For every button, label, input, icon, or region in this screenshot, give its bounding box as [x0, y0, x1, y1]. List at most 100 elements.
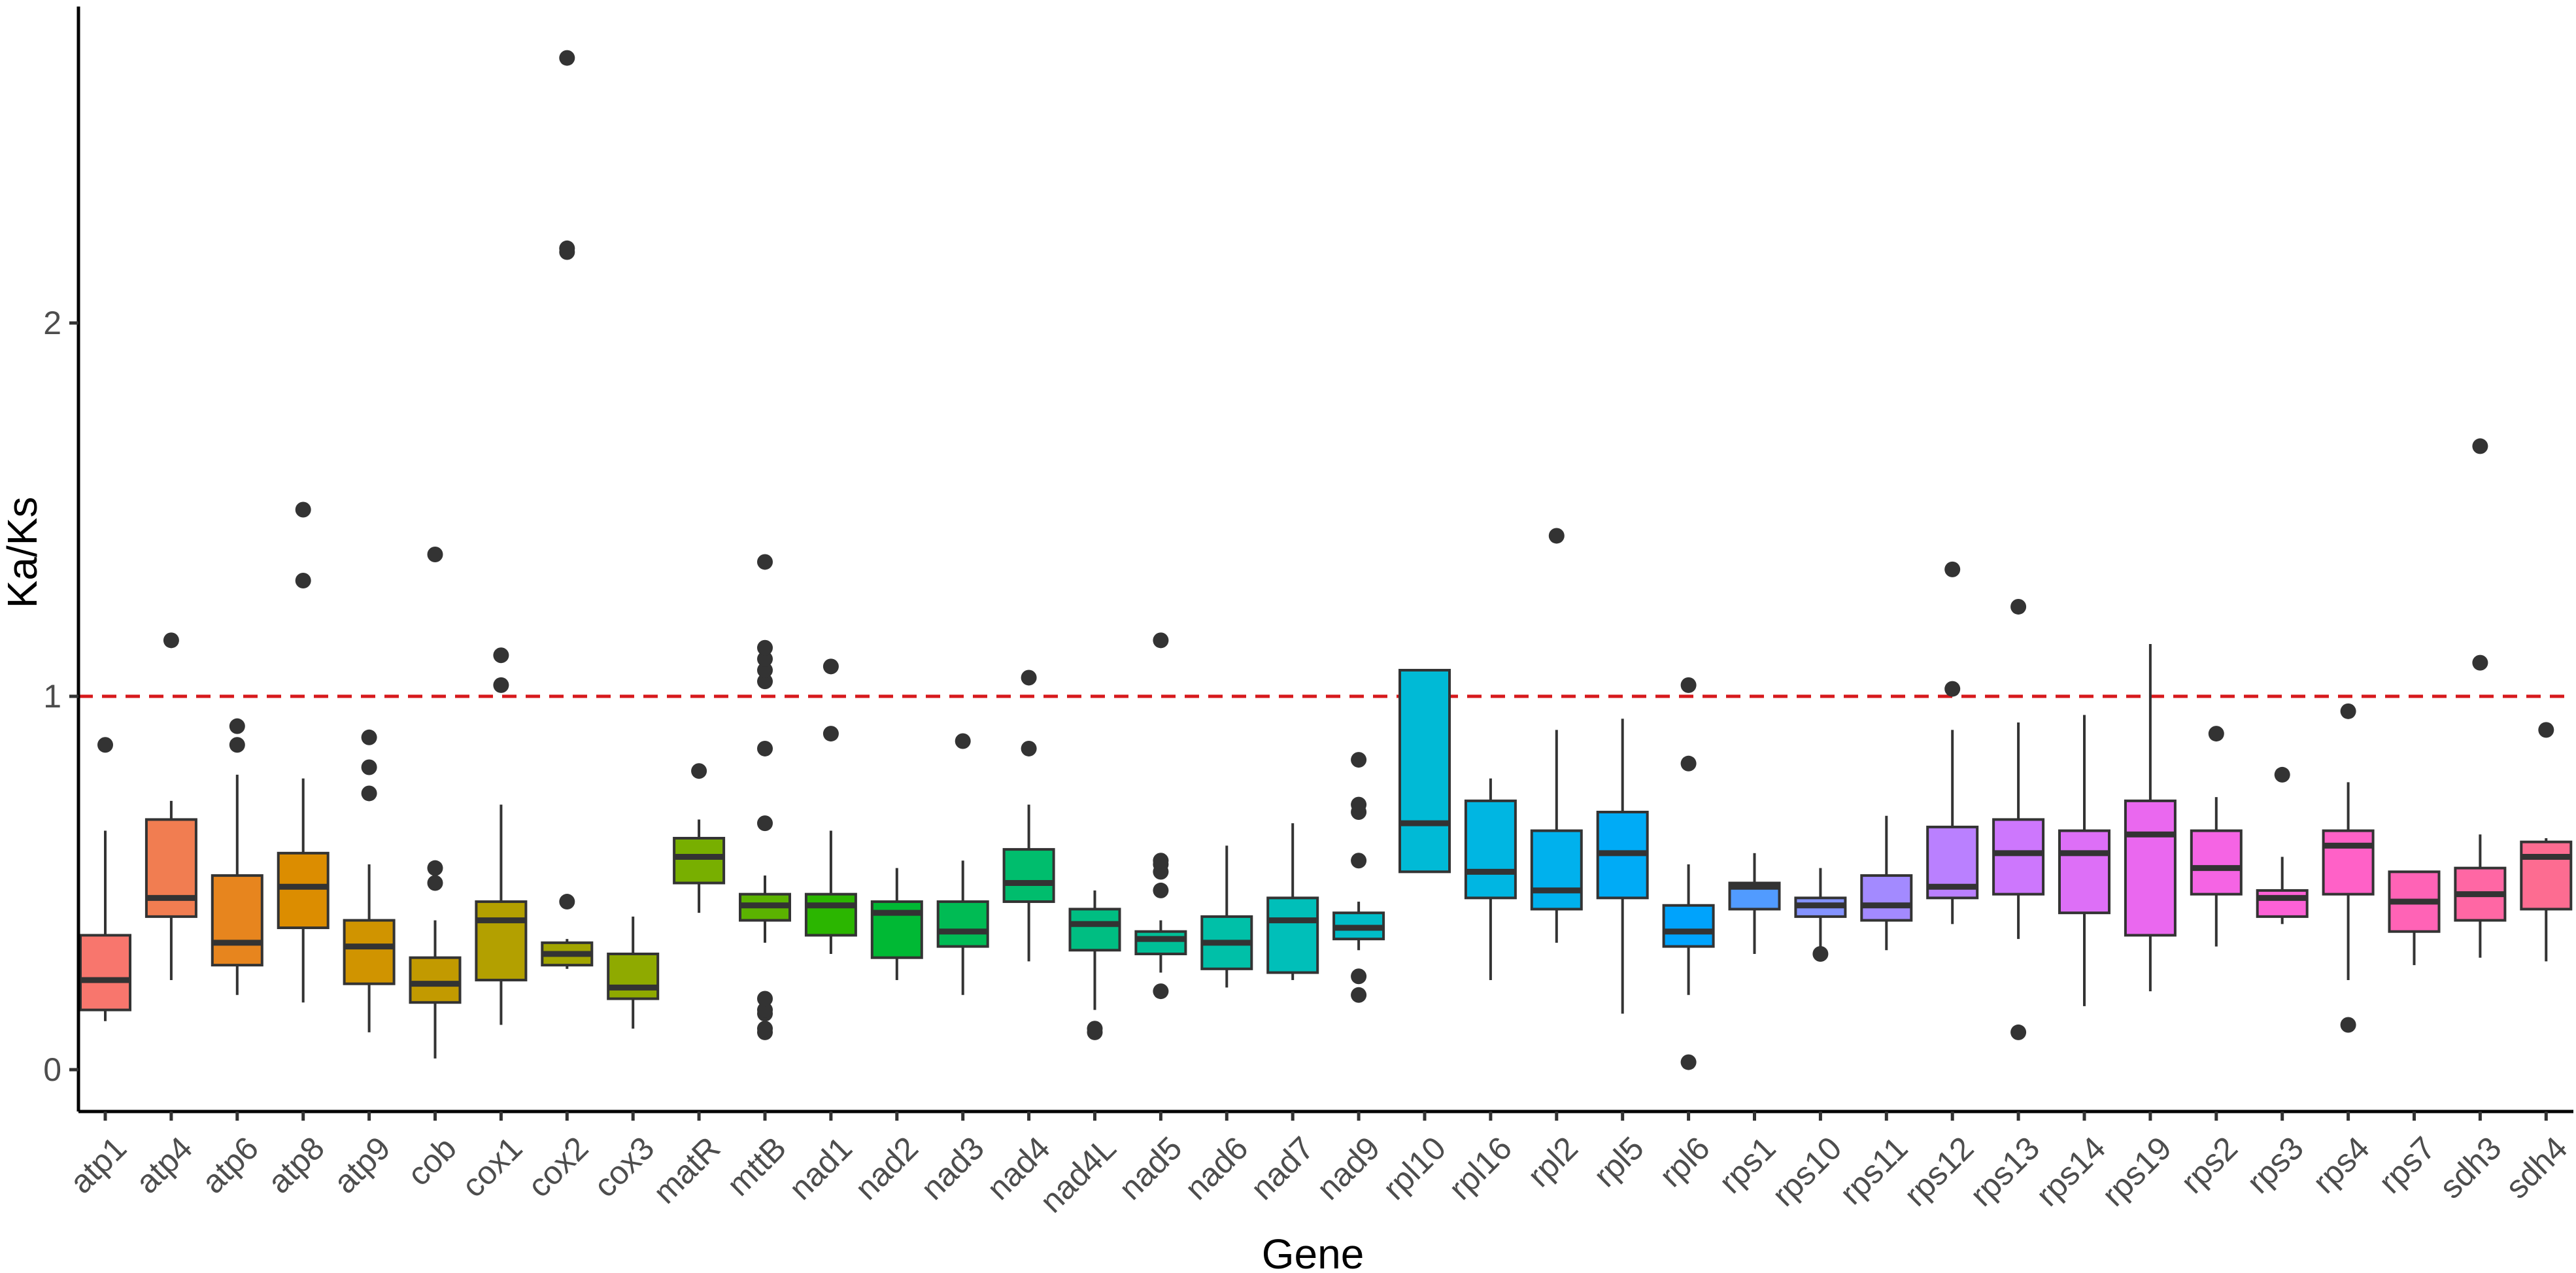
box-matR: [673, 763, 726, 913]
box-body: [1464, 799, 1517, 900]
outlier-point: [757, 662, 773, 679]
x-tick-label: atp9: [326, 1130, 397, 1200]
box-body: [277, 851, 330, 930]
x-tick-label: nad3: [914, 1130, 991, 1207]
box-body: [1860, 874, 1913, 922]
box-atp9: [343, 729, 396, 1032]
outlier-point: [427, 860, 443, 876]
x-tick-label: sdh3: [2432, 1130, 2508, 1206]
outlier-point: [97, 737, 113, 753]
box-nad6: [1200, 845, 1253, 988]
box-body: [475, 900, 528, 981]
box-body: [1002, 848, 1055, 904]
x-tick-label: rpl5: [1586, 1130, 1651, 1195]
outlier-point: [1351, 987, 1367, 1003]
box-nad7: [1266, 823, 1319, 980]
outlier-point: [2472, 654, 2488, 671]
box-nad3: [936, 733, 989, 995]
box-cob: [409, 547, 462, 1059]
box-body: [1530, 829, 1583, 911]
outlier-point: [1021, 670, 1037, 686]
outlier-point: [822, 726, 839, 742]
x-tick-label: nad7: [1244, 1130, 1321, 1207]
outlier-point: [1351, 968, 1367, 985]
x-tick-label: cox1: [454, 1130, 529, 1204]
box-rpl2: [1530, 528, 1583, 943]
box-rps19: [2124, 644, 2177, 992]
box-nad1: [804, 658, 857, 954]
outlier-point: [295, 572, 311, 588]
outlier-point: [1153, 983, 1169, 1000]
outlier-point: [163, 632, 179, 649]
box-body: [2256, 889, 2309, 918]
outlier-point: [2340, 1017, 2356, 1033]
box-nad9: [1332, 752, 1385, 1003]
outlier-point: [757, 554, 773, 570]
x-tick-label: nad5: [1111, 1130, 1189, 1207]
outlier-point: [2274, 766, 2290, 783]
axes-group: [76, 7, 2573, 1113]
x-tick-label: nad4L: [1033, 1130, 1123, 1220]
x-tick-label: cox2: [520, 1130, 595, 1204]
outlier-point: [559, 50, 575, 66]
outlier-point: [1680, 755, 1697, 772]
outlier-point: [2538, 722, 2554, 738]
outlier-point: [1351, 752, 1367, 768]
outlier-point: [2472, 438, 2488, 454]
outlier-point: [295, 501, 311, 518]
box-atp8: [277, 501, 330, 1003]
x-tick-label: rps3: [2240, 1130, 2311, 1200]
outlier-point: [757, 639, 773, 656]
outlier-point: [1087, 1021, 1103, 1037]
x-tick-label: rps7: [2371, 1130, 2442, 1200]
box-rpl10: [1398, 669, 1451, 874]
box-body: [2058, 829, 2110, 915]
box-nad4L: [1068, 890, 1121, 1040]
box-rps11: [1860, 815, 1913, 951]
outlier-point: [1680, 677, 1697, 693]
outlier-point: [757, 1002, 773, 1018]
box-rpl5: [1596, 719, 1649, 1014]
box-body: [2190, 829, 2243, 896]
box-body: [1992, 818, 2045, 896]
box-body: [936, 900, 989, 948]
outlier-point: [955, 733, 971, 749]
outlier-point: [1680, 1054, 1697, 1070]
outlier-point: [757, 651, 773, 667]
x-tick-label: nad9: [1310, 1130, 1387, 1207]
box-atp1: [79, 737, 131, 1021]
box-body: [673, 836, 726, 885]
x-tick-label: cob: [400, 1130, 464, 1193]
outlier-point: [229, 737, 245, 753]
x-axis-title: Gene: [1262, 1231, 1364, 1273]
box-body: [607, 952, 660, 1000]
box-cox3: [607, 916, 660, 1029]
outlier-point: [1944, 561, 1961, 577]
box-rps14: [2058, 715, 2110, 1006]
box-body: [1662, 904, 1715, 948]
outlier-point: [1153, 632, 1169, 649]
x-tick-label: rps11: [1833, 1130, 1914, 1212]
box-rpl6: [1662, 677, 1715, 1070]
x-tick-label: matR: [646, 1130, 727, 1211]
outlier-point: [1351, 796, 1367, 813]
x-tick-label: rpl10: [1376, 1130, 1453, 1207]
x-tick-label: nad6: [1178, 1130, 1255, 1207]
x-tick-label: rps13: [1963, 1130, 2046, 1214]
box-body: [343, 919, 396, 985]
x-tick-label: rps14: [2029, 1130, 2112, 1214]
box-rps3: [2256, 766, 2309, 925]
box-rps10: [1794, 868, 1847, 962]
x-tick-label: atp1: [63, 1130, 133, 1200]
outlier-point: [2208, 726, 2224, 742]
x-tick-label: cox3: [586, 1130, 661, 1204]
outlier-point: [1351, 853, 1367, 869]
y-tick-label: 2: [43, 305, 61, 341]
outlier-point: [1153, 882, 1169, 898]
outlier-point: [691, 763, 707, 779]
box-rps1: [1728, 853, 1781, 954]
x-tick-label: atp4: [129, 1130, 199, 1200]
x-tick-label: rps4: [2305, 1130, 2376, 1200]
box-rps2: [2190, 726, 2243, 947]
